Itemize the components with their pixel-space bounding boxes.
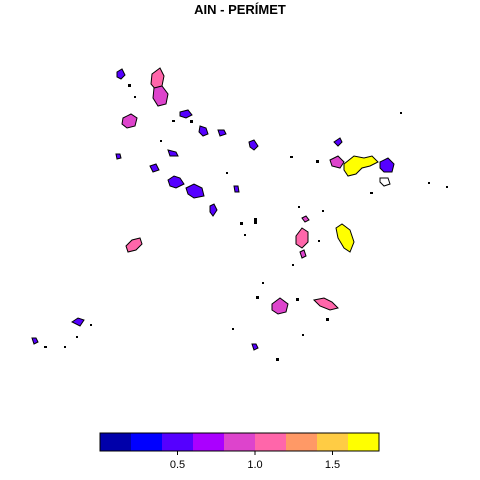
region xyxy=(125,237,143,253)
region xyxy=(248,139,259,151)
legend-swatch xyxy=(162,433,193,451)
region xyxy=(379,177,391,187)
legend-swatch xyxy=(193,433,224,451)
region xyxy=(185,183,205,199)
map-title: AIN - PERÍMET xyxy=(194,2,286,17)
region xyxy=(115,153,122,160)
region xyxy=(179,109,193,119)
region xyxy=(295,227,309,249)
legend-swatch xyxy=(317,433,348,451)
region xyxy=(271,297,289,315)
region xyxy=(333,137,343,147)
region xyxy=(198,125,209,137)
region xyxy=(329,155,345,169)
region xyxy=(251,343,259,351)
legend: 0.5 1.0 1.5 xyxy=(99,432,380,471)
region xyxy=(152,85,169,107)
legend-swatch xyxy=(286,433,317,451)
legend-border xyxy=(99,432,380,452)
map-regions xyxy=(31,67,395,351)
region xyxy=(379,157,395,173)
legend-swatch xyxy=(224,433,255,451)
map-small-features xyxy=(44,84,448,361)
region xyxy=(167,149,179,157)
legend-swatch xyxy=(348,433,379,451)
region xyxy=(312,297,339,311)
region xyxy=(121,113,138,129)
region xyxy=(31,337,39,345)
region xyxy=(116,68,126,80)
region xyxy=(299,249,307,259)
region xyxy=(301,215,310,223)
legend-tick-label: 1.5 xyxy=(325,459,340,471)
region xyxy=(149,163,160,173)
legend-swatch xyxy=(131,433,162,451)
region xyxy=(335,223,355,253)
region xyxy=(343,155,379,177)
legend-tick-label: 1.0 xyxy=(247,459,262,471)
legend-swatch xyxy=(255,433,286,451)
region xyxy=(71,317,85,327)
region xyxy=(233,185,240,193)
region xyxy=(167,175,185,189)
region xyxy=(209,203,218,217)
legend-swatch xyxy=(100,433,131,451)
region xyxy=(217,129,227,137)
legend-tick-label: 0.5 xyxy=(170,459,185,471)
